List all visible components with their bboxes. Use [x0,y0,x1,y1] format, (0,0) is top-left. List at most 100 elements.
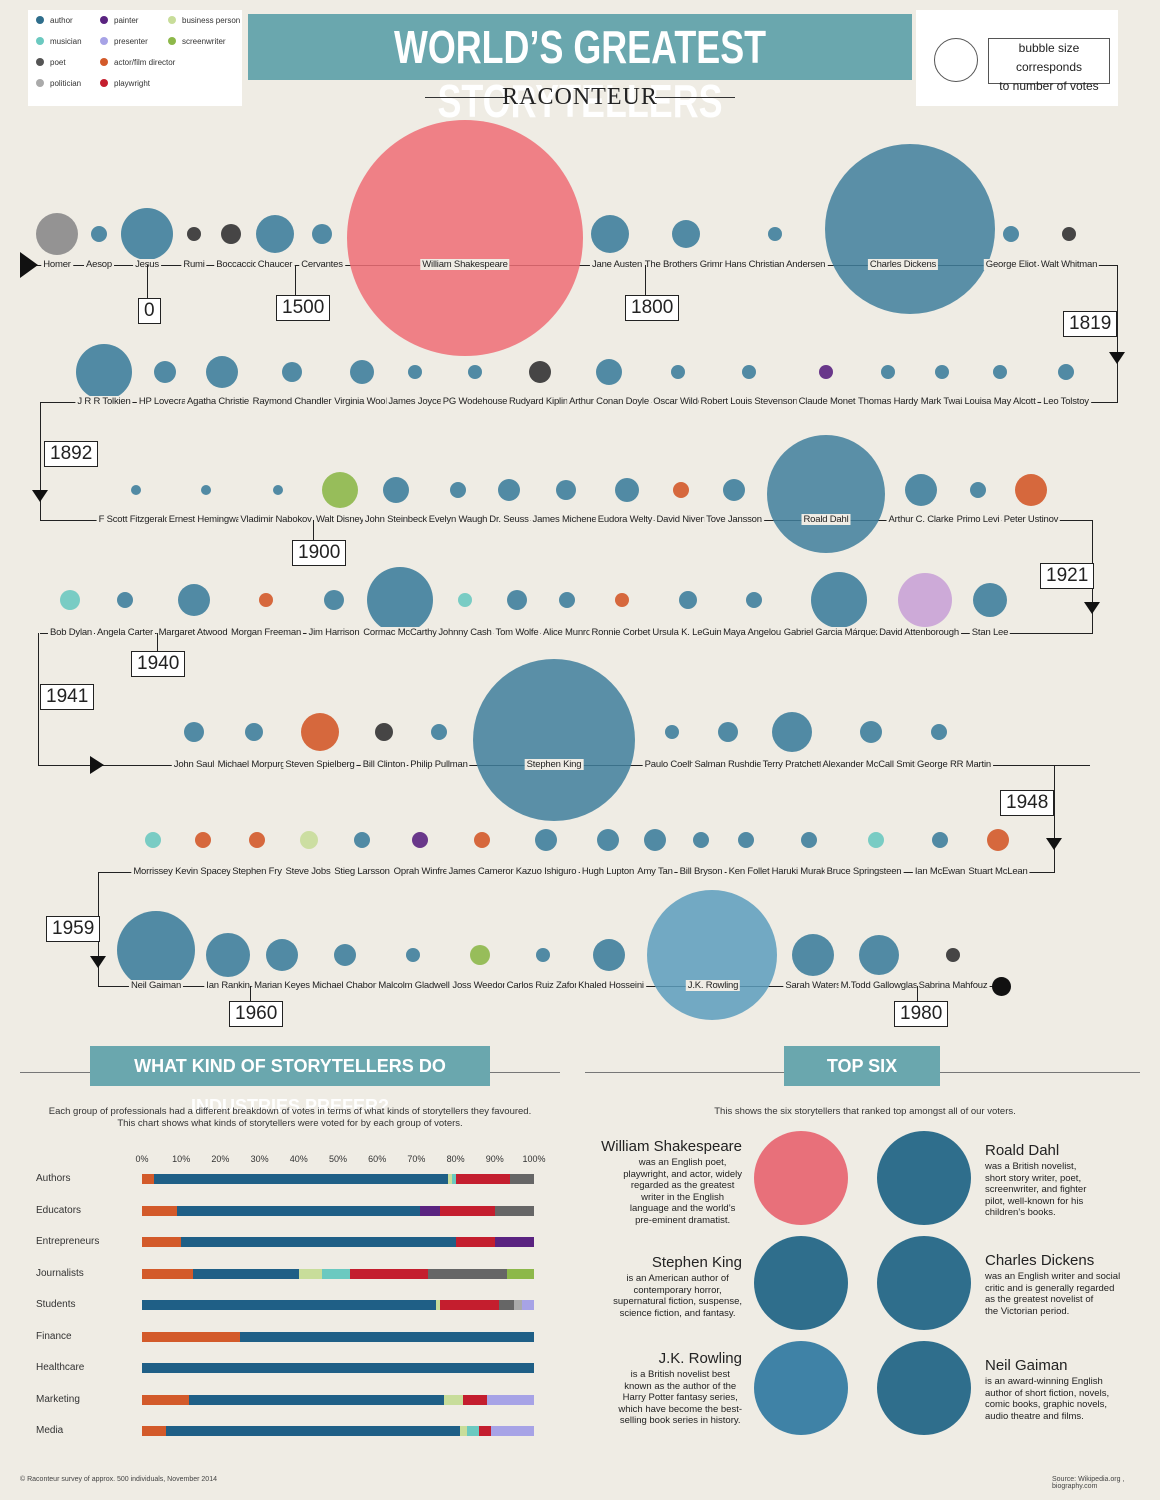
storyteller-bubble [145,832,161,848]
year-tick [645,265,646,295]
storyteller-bubble [591,215,629,253]
axis-tick-label: 60% [368,1154,387,1164]
storyteller-name: Morgan Freeman [228,627,304,638]
storyteller-bubble [249,832,265,848]
legend-swatch [100,79,108,87]
top-six-desc-line: pilot, well-known for his [985,1195,1084,1207]
bar-segment [142,1237,182,1247]
axis-tick-label: 100% [522,1154,546,1164]
storyteller-name: Paulo Coelho [642,759,702,770]
storyteller-bubble [935,365,949,379]
storyteller-name: Evelyn Waugh [426,514,490,525]
storyteller-bubble [768,227,782,241]
storyteller-name: David Niven [654,514,708,525]
storyteller-name: Amy Tan [635,866,675,877]
storyteller-bubble [772,712,812,752]
bar-segment [142,1300,436,1310]
legend-label: screenwriter [182,37,226,46]
storyteller-bubble [367,567,433,633]
category-label: Entrepreneurs [36,1236,100,1247]
axis-tick-label: 70% [407,1154,426,1164]
storyteller-bubble [665,725,679,739]
storyteller-bubble [970,482,986,498]
top-six-portrait [877,1131,971,1225]
storyteller-bubble [473,659,635,821]
bubble-size-note: bubble size corresponds to number of vot… [916,10,1118,106]
storyteller-name: Oscar Wilde [651,396,705,407]
storyteller-bubble [408,365,422,379]
legend-item: poet [36,58,66,67]
storyteller-bubble [671,365,685,379]
top-six-name: J.K. Rowling [658,1350,742,1367]
storyteller-bubble [60,590,80,610]
storyteller-name: Malcolm Gladwell [376,980,452,991]
storyteller-name: Boccaccio [214,259,260,270]
year-label: 0 [138,298,161,324]
storyteller-name: Ernest Hemingway [166,514,248,525]
arrow-down-icon [1109,352,1125,364]
bar-segment [443,1394,464,1405]
storyteller-name: George RR Martin [915,759,993,770]
storyteller-name: Claude Monet [796,396,858,407]
legend-item: presenter [100,37,148,46]
bar-segment [189,1394,444,1405]
storyteller-name: Virginia Woolf [332,396,392,407]
top-six-name: Neil Gaiman [985,1357,1068,1374]
storyteller-name: Rumi [181,259,207,270]
storyteller-name: Jim Harrison [306,627,362,638]
storyteller-bubble [825,144,995,314]
year-label: 1980 [894,1001,949,1027]
bar-segment [181,1237,456,1247]
storyteller-bubble [507,590,527,610]
year-label: 1500 [276,295,331,321]
bar-segment [494,1205,534,1216]
legend-swatch [36,58,44,66]
storyteller-name: PG Wodehouse [440,396,510,407]
storyteller-bubble [131,485,141,495]
storyteller-name: Walt Disney [313,514,367,525]
year-tick [917,986,918,1001]
bar-segment [439,1205,495,1216]
storyteller-name: M.Todd Gallowglas [838,980,920,991]
storyteller-bubble [383,477,409,503]
brand-divider-right [655,97,735,98]
axis-tick-label: 40% [289,1154,308,1164]
page-title: WORLD’S GREATEST STORYTELLERS [393,21,767,127]
storyteller-name: Stieg Larsson [332,866,392,877]
storyteller-name: Bill Bryson [677,866,725,877]
storyteller-bubble [334,944,356,966]
storyteller-bubble [615,478,639,502]
top-six-portrait [754,1341,848,1435]
storyteller-bubble [431,724,447,740]
bar-segment [451,1174,456,1184]
legend-swatch [100,58,108,66]
category-label: Finance [36,1330,72,1342]
storyteller-name: The Brothers Grimm [642,259,730,270]
legend-item: author [36,16,73,25]
bar-segment [298,1268,323,1279]
top-six-desc-line: screenwriter, and fighter [985,1184,1087,1195]
storyteller-name: Khaled Hosseini [576,980,646,991]
storyteller-name: Haruki Murakami [769,866,843,877]
industries-heading: WHAT KIND OF STORYTELLERS DO INDUSTRIES … [90,1046,490,1116]
storyteller-name: Thomas Hardy [856,396,920,407]
year-label: 1921 [1040,563,1095,589]
top-six-desc-line: is an award-winning English [985,1376,1103,1387]
industries-desc-line1: Each group of professionals had a differ… [48,1106,532,1117]
storyteller-bubble [738,832,754,848]
arrow-down-icon [32,490,48,502]
storyteller-name: Kazuo Ishiguro [513,866,579,877]
top-six-desc-line: the Victorian period. [985,1305,1070,1317]
bar-segment [510,1174,534,1184]
storyteller-bubble [535,829,557,851]
bubble-size-circle-icon [934,38,978,82]
storyteller-name: Ian McEwan [912,866,968,877]
bar-segment [459,1426,468,1436]
storyteller-bubble [312,224,332,244]
year-tick [313,520,314,540]
storyteller-name: Tove Jansson [704,514,764,525]
year-label: 1800 [625,295,680,321]
storyteller-bubble [647,890,777,1020]
start-arrow-icon [20,252,38,278]
